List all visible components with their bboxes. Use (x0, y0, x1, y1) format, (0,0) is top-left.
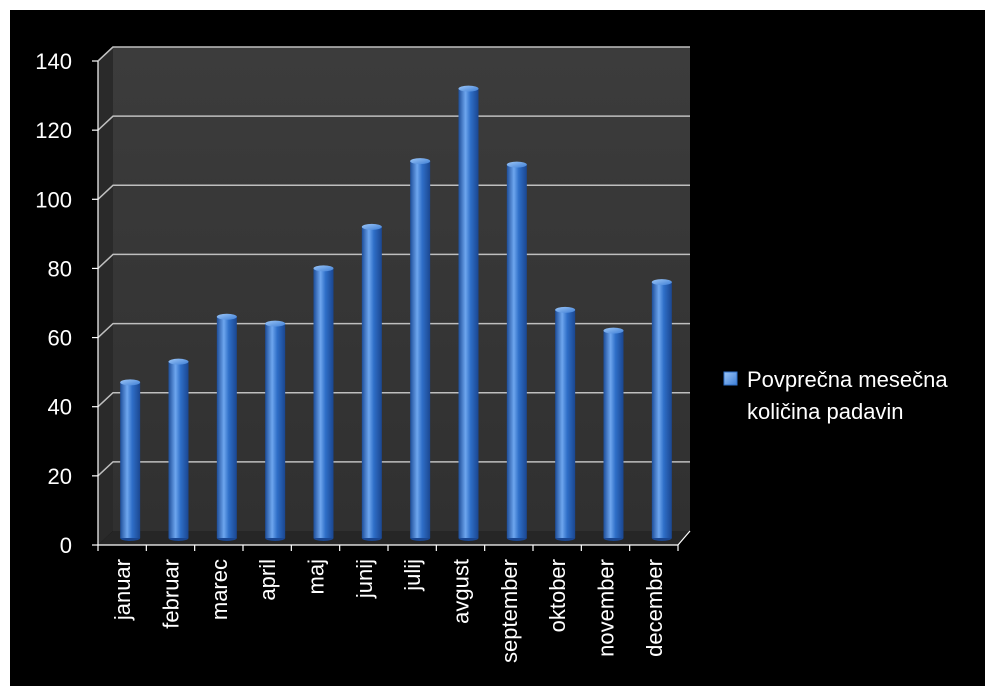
bar (265, 320, 286, 541)
plot-wall (98, 47, 690, 545)
y-tick-label: 120 (35, 118, 72, 143)
grid-line (97, 253, 690, 269)
bar-body (361, 226, 382, 538)
bar-body (265, 323, 286, 538)
bar (216, 313, 237, 541)
y-axis-tick-labels: 0 20 40 60 80 100 120 140 (35, 49, 72, 558)
bar-top (361, 223, 382, 230)
axes (92, 46, 691, 551)
back-wall (113, 47, 690, 531)
x-tick-label: april (255, 559, 280, 601)
y-tick-label: 20 (48, 464, 72, 489)
legend: Povprečna mesečna količina padavin (723, 367, 948, 424)
x-tick-label: junij (352, 559, 377, 599)
bar-top (458, 85, 479, 92)
chart-area: 0 20 40 60 80 100 120 140 januar februar marec apr… (10, 10, 985, 686)
x-tick-label: november (594, 559, 619, 657)
bar (313, 265, 334, 541)
bar-top (603, 327, 624, 334)
y-tick-label: 100 (35, 187, 72, 212)
grid-line (97, 461, 690, 477)
bar-body (651, 282, 672, 538)
bar-top (313, 265, 334, 272)
grid-line (97, 184, 690, 200)
bar (361, 223, 382, 541)
bar-top (120, 379, 141, 386)
grid-line (97, 322, 690, 339)
bar-top (555, 306, 576, 313)
bar-body (216, 316, 237, 538)
y-tick-label: 60 (48, 326, 72, 351)
bar-chart: 0 20 40 60 80 100 120 140 januar februar marec apr… (35, 46, 948, 663)
floor (98, 531, 690, 545)
x-tick-label: februar (159, 559, 184, 629)
bar (506, 161, 527, 541)
bar-body (506, 164, 527, 538)
bar-top (216, 313, 237, 320)
bar (410, 158, 431, 541)
bar-body (410, 161, 431, 538)
bar-top (410, 158, 431, 165)
bar (168, 358, 189, 541)
bar-top (168, 358, 189, 365)
y-tick-label: 40 (48, 395, 72, 420)
x-tick-label: julij (400, 559, 425, 592)
bar-body (313, 268, 334, 538)
y-tick-label: 0 (60, 533, 72, 558)
x-tick-label: avgust (449, 559, 474, 624)
x-tick-label: oktober (545, 559, 570, 632)
x-axis-tick-labels: januar februar marec april maj junij julij avgu… (110, 559, 667, 663)
bar-top (651, 279, 672, 286)
x-tick-label: marec (207, 559, 232, 620)
bar-body (458, 88, 479, 539)
x-tick-label: januar (110, 559, 135, 621)
y-tick-label: 80 (48, 256, 72, 281)
bars (120, 85, 672, 541)
grid-line (97, 115, 690, 131)
bar (120, 379, 141, 541)
bar (555, 306, 576, 541)
x-axis-depth-edge (677, 530, 691, 546)
bar-body (120, 382, 141, 538)
bar-body (168, 361, 189, 538)
x-tick-label: september (497, 559, 522, 663)
grid-line (97, 391, 690, 408)
y-tick-label: 140 (35, 49, 72, 74)
bar (651, 279, 672, 541)
side-wall (98, 47, 113, 545)
legend-label: Povprečna mesečna (747, 367, 948, 392)
wall-top-edge (97, 46, 114, 62)
bar (603, 327, 624, 541)
legend-swatch (723, 371, 738, 386)
legend-label: količina padavin (747, 399, 904, 424)
bar-body (555, 309, 576, 538)
bar-top (265, 320, 286, 327)
bar (458, 85, 479, 541)
x-tick-label: december (642, 559, 667, 657)
bar-top (506, 161, 527, 168)
bar-body (603, 330, 624, 538)
x-tick-label: maj (304, 559, 329, 594)
